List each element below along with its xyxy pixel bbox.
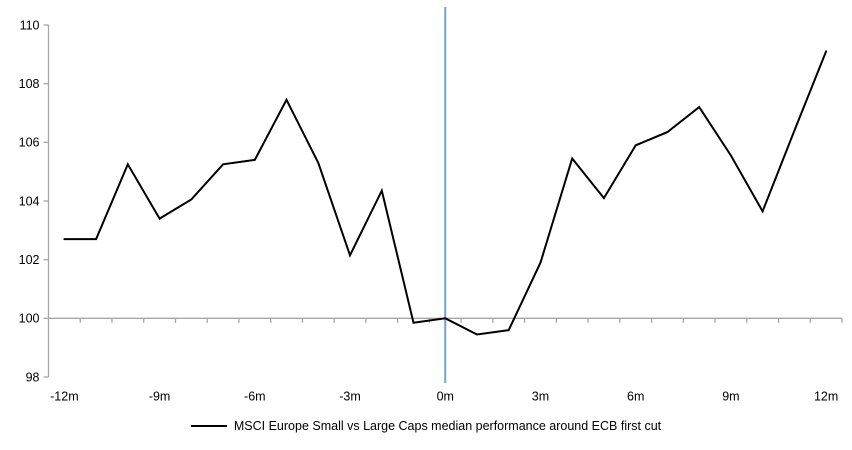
y-tick-label: 108 (19, 77, 40, 91)
x-tick-label: 9m (722, 390, 739, 404)
x-tick-label: -6m (244, 390, 266, 404)
legend: MSCI Europe Small vs Large Caps median p… (0, 419, 852, 433)
y-tick-label: 100 (19, 312, 40, 326)
x-tick-label: -3m (339, 390, 361, 404)
series-line (63, 50, 828, 336)
y-tick-label: 110 (20, 18, 40, 32)
x-tick-label: -9m (149, 390, 171, 404)
y-tick-label: 102 (19, 253, 40, 267)
y-tick-label: 104 (19, 194, 40, 208)
legend-line-swatch (190, 425, 227, 427)
y-tick-label: 98 (26, 370, 40, 384)
x-tick-label: 3m (532, 390, 549, 404)
y-tick-label: 106 (19, 136, 40, 150)
x-tick-label: 12m (814, 390, 838, 404)
x-tick-label: 0m (437, 390, 454, 404)
legend-label: MSCI Europe Small vs Large Caps median p… (233, 419, 662, 433)
x-tick-label: 6m (627, 390, 644, 404)
x-tick-label: -12m (50, 390, 78, 404)
